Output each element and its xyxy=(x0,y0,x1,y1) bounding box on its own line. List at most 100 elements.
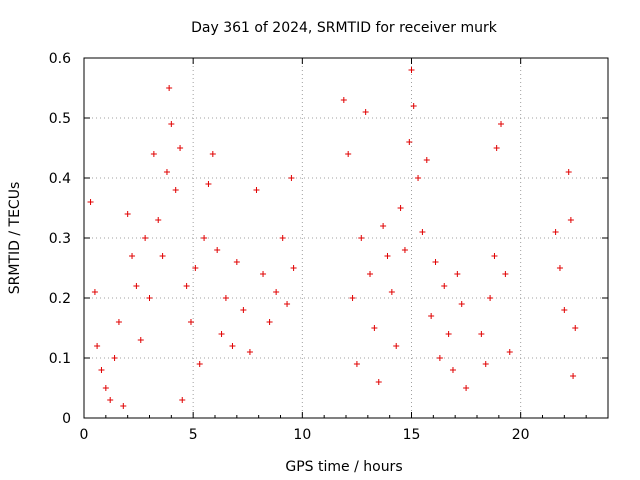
data-point xyxy=(401,247,408,253)
data-point xyxy=(358,235,365,241)
data-point xyxy=(91,289,98,295)
data-point xyxy=(233,259,240,265)
y-axis-ticks: 0 0.1 0.2 0.3 0.4 0.5 0.6 xyxy=(49,51,608,427)
data-point xyxy=(445,331,452,337)
x-axis-ticks: 0 5 10 15 20 xyxy=(80,58,587,443)
data-point xyxy=(290,265,297,271)
data-point xyxy=(87,199,94,205)
data-point xyxy=(214,247,221,253)
data-point xyxy=(240,307,247,313)
data-point xyxy=(273,289,280,295)
data-point xyxy=(415,175,422,181)
data-point xyxy=(187,319,194,325)
data-point xyxy=(552,229,559,235)
data-point xyxy=(397,205,404,211)
data-point xyxy=(567,217,574,223)
gridlines xyxy=(84,58,608,418)
data-point xyxy=(159,253,166,259)
data-point xyxy=(205,181,212,187)
data-point xyxy=(419,229,426,235)
data-point xyxy=(458,301,465,307)
data-point xyxy=(570,373,577,379)
data-point xyxy=(246,349,253,355)
y-tick-label: 0.1 xyxy=(49,351,71,367)
x-tick-label: 10 xyxy=(293,427,311,443)
data-point xyxy=(94,343,101,349)
data-point xyxy=(493,145,500,151)
data-point xyxy=(482,361,489,367)
data-point xyxy=(253,187,260,193)
data-point xyxy=(449,367,456,373)
y-tick-label: 0.3 xyxy=(49,231,71,247)
data-point xyxy=(502,271,509,277)
data-point xyxy=(498,121,505,127)
data-point xyxy=(436,355,443,361)
data-point xyxy=(388,289,395,295)
data-point xyxy=(441,283,448,289)
data-point xyxy=(487,295,494,301)
data-point xyxy=(367,271,374,277)
y-tick-label: 0.5 xyxy=(49,111,71,127)
data-point xyxy=(201,235,208,241)
data-point xyxy=(371,325,378,331)
data-point xyxy=(266,319,273,325)
data-point xyxy=(229,343,236,349)
data-point xyxy=(107,397,114,403)
y-tick-label: 0 xyxy=(62,411,71,427)
data-point xyxy=(111,355,118,361)
data-point xyxy=(393,343,400,349)
data-point xyxy=(146,295,153,301)
y-tick-label: 0.4 xyxy=(49,171,71,187)
data-point xyxy=(196,361,203,367)
data-point xyxy=(124,211,131,217)
data-point xyxy=(572,325,579,331)
chart-title: Day 361 of 2024, SRMTID for receiver mur… xyxy=(191,20,498,36)
data-point xyxy=(177,145,184,151)
data-point xyxy=(179,397,186,403)
data-point xyxy=(279,235,286,241)
data-point xyxy=(406,139,413,145)
x-tick-label: 0 xyxy=(80,427,89,443)
data-point xyxy=(432,259,439,265)
data-point xyxy=(380,223,387,229)
data-point xyxy=(384,253,391,259)
data-point xyxy=(556,265,563,271)
data-point xyxy=(166,85,173,91)
data-point xyxy=(408,67,415,73)
data-point xyxy=(284,301,291,307)
data-point xyxy=(133,283,140,289)
data-point xyxy=(150,151,157,157)
data-point xyxy=(561,307,568,313)
data-point xyxy=(260,271,267,277)
data-point xyxy=(288,175,295,181)
data-point xyxy=(375,379,382,385)
data-point xyxy=(340,97,347,103)
data-point xyxy=(115,319,122,325)
data-point xyxy=(454,271,461,277)
x-tick-label: 5 xyxy=(189,427,198,443)
data-point xyxy=(183,283,190,289)
data-point xyxy=(102,385,109,391)
data-point xyxy=(218,331,225,337)
data-point xyxy=(129,253,136,259)
data-points xyxy=(87,67,579,409)
data-point xyxy=(463,385,470,391)
data-point xyxy=(192,265,199,271)
x-tick-label: 20 xyxy=(512,427,530,443)
x-axis-label: GPS time / hours xyxy=(285,459,402,475)
data-point xyxy=(172,187,179,193)
data-point xyxy=(565,169,572,175)
data-point xyxy=(349,295,356,301)
data-point xyxy=(209,151,216,157)
y-tick-label: 0.6 xyxy=(49,51,71,67)
data-point xyxy=(423,157,430,163)
x-tick-label: 15 xyxy=(403,427,421,443)
data-point xyxy=(345,151,352,157)
data-point xyxy=(120,403,127,409)
data-point xyxy=(142,235,149,241)
data-point xyxy=(362,109,369,115)
data-point xyxy=(137,337,144,343)
y-tick-label: 0.2 xyxy=(49,291,71,307)
